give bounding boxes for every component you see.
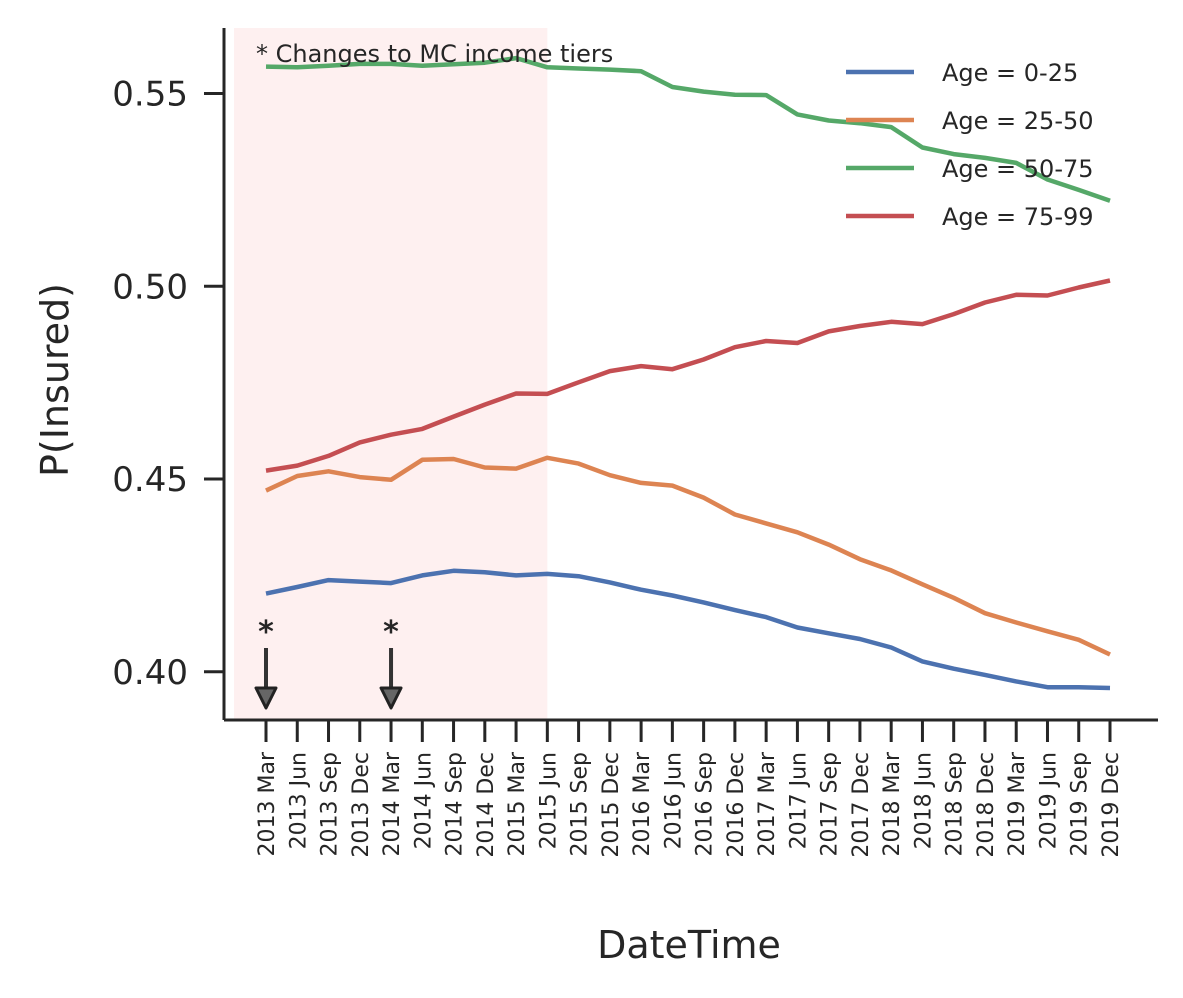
- x-tick-label: 2018 Jun: [911, 752, 936, 849]
- x-tick-label: 2018 Sep: [943, 752, 968, 856]
- x-tick-label: 2017 Mar: [755, 751, 780, 856]
- legend-label: Age = 0-25: [942, 59, 1078, 87]
- marker-arrow-head: [254, 686, 278, 710]
- y-tick-label: 0.40: [112, 653, 188, 693]
- series-line-4: [265, 278, 1111, 473]
- marker-asterisk: *: [383, 615, 399, 650]
- x-tick-label: 2013 Jun: [286, 752, 311, 849]
- x-tick-label: 2016 Sep: [693, 752, 718, 856]
- x-tick-label: 2015 Jun: [536, 752, 561, 849]
- legend-label: Age = 75-99: [942, 203, 1094, 231]
- y-tick-label: 0.45: [112, 460, 188, 500]
- x-tick-label: 2017 Jun: [786, 752, 811, 849]
- y-tick-label: 0.50: [112, 267, 188, 307]
- x-ticks: 2013 Mar 2013 Jun 2013 Sep 2013 Dec 2014 Mar…: [255, 720, 1124, 858]
- x-tick-label: 2015 Mar: [505, 751, 530, 856]
- x-tick-label: 2016 Jun: [661, 752, 686, 849]
- series-line-1: [265, 568, 1111, 691]
- x-tick-label: 2019 Sep: [1068, 752, 1093, 856]
- annotation-markers: * *: [254, 615, 403, 710]
- x-axis-title: DateTime: [597, 923, 781, 967]
- x-tick-label: 2013 Mar: [255, 751, 280, 856]
- x-tick-label: 2014 Sep: [443, 752, 468, 856]
- legend-label: Age = 25-50: [942, 107, 1094, 135]
- x-tick-label: 2017 Sep: [818, 752, 843, 856]
- marker-arrow-head: [379, 686, 403, 710]
- series-line-2: [265, 455, 1111, 657]
- x-tick-label: 2019 Mar: [1005, 751, 1030, 856]
- x-tick-label: 2018 Dec: [974, 752, 999, 858]
- x-tick-label: 2019 Dec: [1099, 752, 1124, 858]
- series-layer: [265, 55, 1111, 691]
- annotation-note: * Changes to MC income tiers: [256, 40, 613, 68]
- marker-asterisk: *: [258, 615, 274, 650]
- x-tick-label: 2013 Sep: [318, 752, 343, 856]
- x-tick-label: 2013 Dec: [349, 752, 374, 858]
- legend: Age = 0-25 Age = 25-50 Age = 50-75 Age = 75…: [846, 59, 1094, 231]
- x-tick-label: 2016 Dec: [724, 752, 749, 858]
- shaded-region: [234, 28, 548, 720]
- y-ticks: 0.40 0.45 0.50 0.55: [112, 75, 224, 693]
- x-tick-label: 2018 Mar: [880, 751, 905, 856]
- x-tick-label: 2015 Dec: [599, 752, 624, 858]
- x-tick-label: 2016 Mar: [630, 751, 655, 856]
- legend-label: Age = 50-75: [942, 155, 1094, 183]
- x-tick-label: 2017 Dec: [849, 752, 874, 858]
- x-tick-label: 2014 Mar: [380, 751, 405, 856]
- series-line-3: [265, 55, 1111, 203]
- x-tick-label: 2014 Jun: [411, 752, 436, 849]
- y-axis-title: P(Insured): [33, 283, 77, 477]
- x-tick-label: 2019 Jun: [1036, 752, 1061, 849]
- x-tick-label: 2015 Sep: [568, 752, 593, 856]
- x-tick-label: 2014 Dec: [474, 752, 499, 858]
- y-tick-label: 0.55: [112, 75, 188, 115]
